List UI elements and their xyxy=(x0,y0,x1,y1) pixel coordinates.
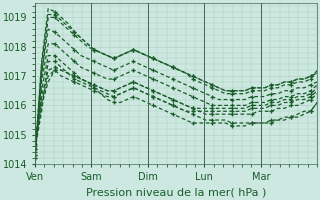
X-axis label: Pression niveau de la mer( hPa ): Pression niveau de la mer( hPa ) xyxy=(86,187,266,197)
